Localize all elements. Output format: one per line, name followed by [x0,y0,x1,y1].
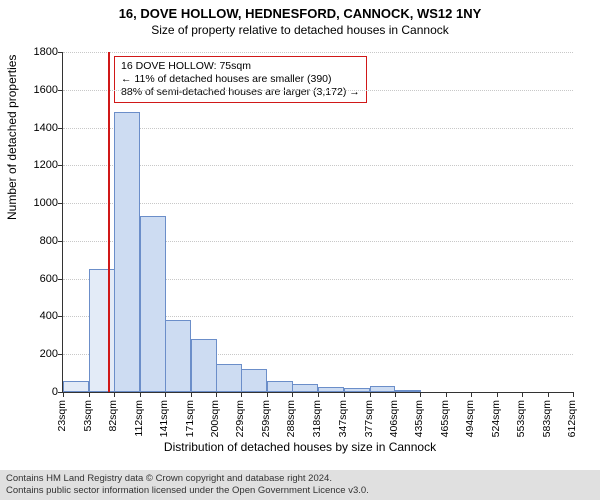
xtick-mark [420,392,421,397]
annotation-box: 16 DOVE HOLLOW: 75sqm← 11% of detached h… [114,56,367,103]
footer-credits: Contains HM Land Registry data © Crown c… [0,470,600,500]
xtick-label: 53sqm [82,400,94,432]
xtick-mark [522,392,523,397]
xtick-label: 494sqm [464,400,476,437]
xtick-mark [497,392,498,397]
xtick-label: 612sqm [566,400,578,437]
xtick-mark [344,392,345,397]
histogram-bar [292,384,318,392]
histogram-bar [216,364,242,392]
histogram-bar [191,339,217,392]
annotation-line: 88% of semi-detached houses are larger (… [121,86,360,99]
ytick-mark [58,165,63,166]
xtick-label: 524sqm [490,400,502,437]
xtick-label: 406sqm [388,400,400,437]
xtick-label: 347sqm [337,400,349,437]
xtick-label: 259sqm [260,400,272,437]
xtick-mark [446,392,447,397]
chart-container: 16, DOVE HOLLOW, HEDNESFORD, CANNOCK, WS… [0,0,600,500]
xtick-mark [216,392,217,397]
ytick-mark [58,128,63,129]
xtick-label: 435sqm [413,400,425,437]
ytick-label: 600 [8,273,58,285]
gridline [63,52,573,53]
histogram-bar [89,269,115,392]
x-axis-label: Distribution of detached houses by size … [0,440,600,454]
page-subtitle: Size of property relative to detached ho… [0,21,600,37]
histogram-bar [267,381,293,392]
ytick-label: 1800 [8,46,58,58]
histogram-bar [63,381,89,392]
ytick-label: 1600 [8,84,58,96]
xtick-mark [548,392,549,397]
histogram-bar [318,387,344,392]
footer-line-2: Contains public sector information licen… [6,485,594,497]
ytick-label: 0 [8,386,58,398]
ytick-label: 200 [8,348,58,360]
histogram-bar [344,388,370,392]
histogram-bar [241,369,267,392]
ytick-label: 1200 [8,159,58,171]
ytick-label: 1400 [8,122,58,134]
ytick-mark [58,354,63,355]
xtick-label: 229sqm [234,400,246,437]
xtick-label: 318sqm [311,400,323,437]
xtick-mark [267,392,268,397]
ytick-mark [58,52,63,53]
xtick-mark [165,392,166,397]
annotation-line: ← 11% of detached houses are smaller (39… [121,73,360,86]
xtick-mark [292,392,293,397]
histogram-bar [395,390,421,392]
xtick-label: 23sqm [56,400,68,432]
histogram-bar [165,320,191,392]
xtick-label: 465sqm [439,400,451,437]
xtick-mark [573,392,574,397]
histogram-bar [370,386,396,392]
xtick-mark [140,392,141,397]
ytick-mark [58,203,63,204]
xtick-mark [318,392,319,397]
xtick-label: 583sqm [541,400,553,437]
xtick-label: 288sqm [285,400,297,437]
xtick-mark [63,392,64,397]
xtick-label: 377sqm [363,400,375,437]
gridline [63,90,573,91]
footer-line-1: Contains HM Land Registry data © Crown c… [6,473,594,485]
xtick-label: 141sqm [158,400,170,437]
ytick-mark [58,241,63,242]
xtick-label: 553sqm [515,400,527,437]
histogram-bar [140,216,166,392]
xtick-mark [114,392,115,397]
xtick-mark [89,392,90,397]
xtick-mark [191,392,192,397]
ytick-mark [58,90,63,91]
xtick-label: 171sqm [184,400,196,437]
ytick-mark [58,279,63,280]
ytick-label: 800 [8,235,58,247]
ytick-label: 1000 [8,197,58,209]
xtick-mark [395,392,396,397]
annotation-line: 16 DOVE HOLLOW: 75sqm [121,60,360,73]
page-title: 16, DOVE HOLLOW, HEDNESFORD, CANNOCK, WS… [0,0,600,21]
histogram-bar [114,112,140,392]
xtick-label: 82sqm [107,400,119,432]
xtick-label: 112sqm [133,400,145,437]
xtick-mark [471,392,472,397]
ytick-label: 400 [8,310,58,322]
ytick-mark [58,316,63,317]
y-axis-label: Number of detached properties [5,55,19,220]
xtick-mark [241,392,242,397]
plot-area: 16 DOVE HOLLOW: 75sqm← 11% of detached h… [62,52,573,393]
xtick-mark [370,392,371,397]
xtick-label: 200sqm [209,400,221,437]
property-marker-line [108,52,110,392]
